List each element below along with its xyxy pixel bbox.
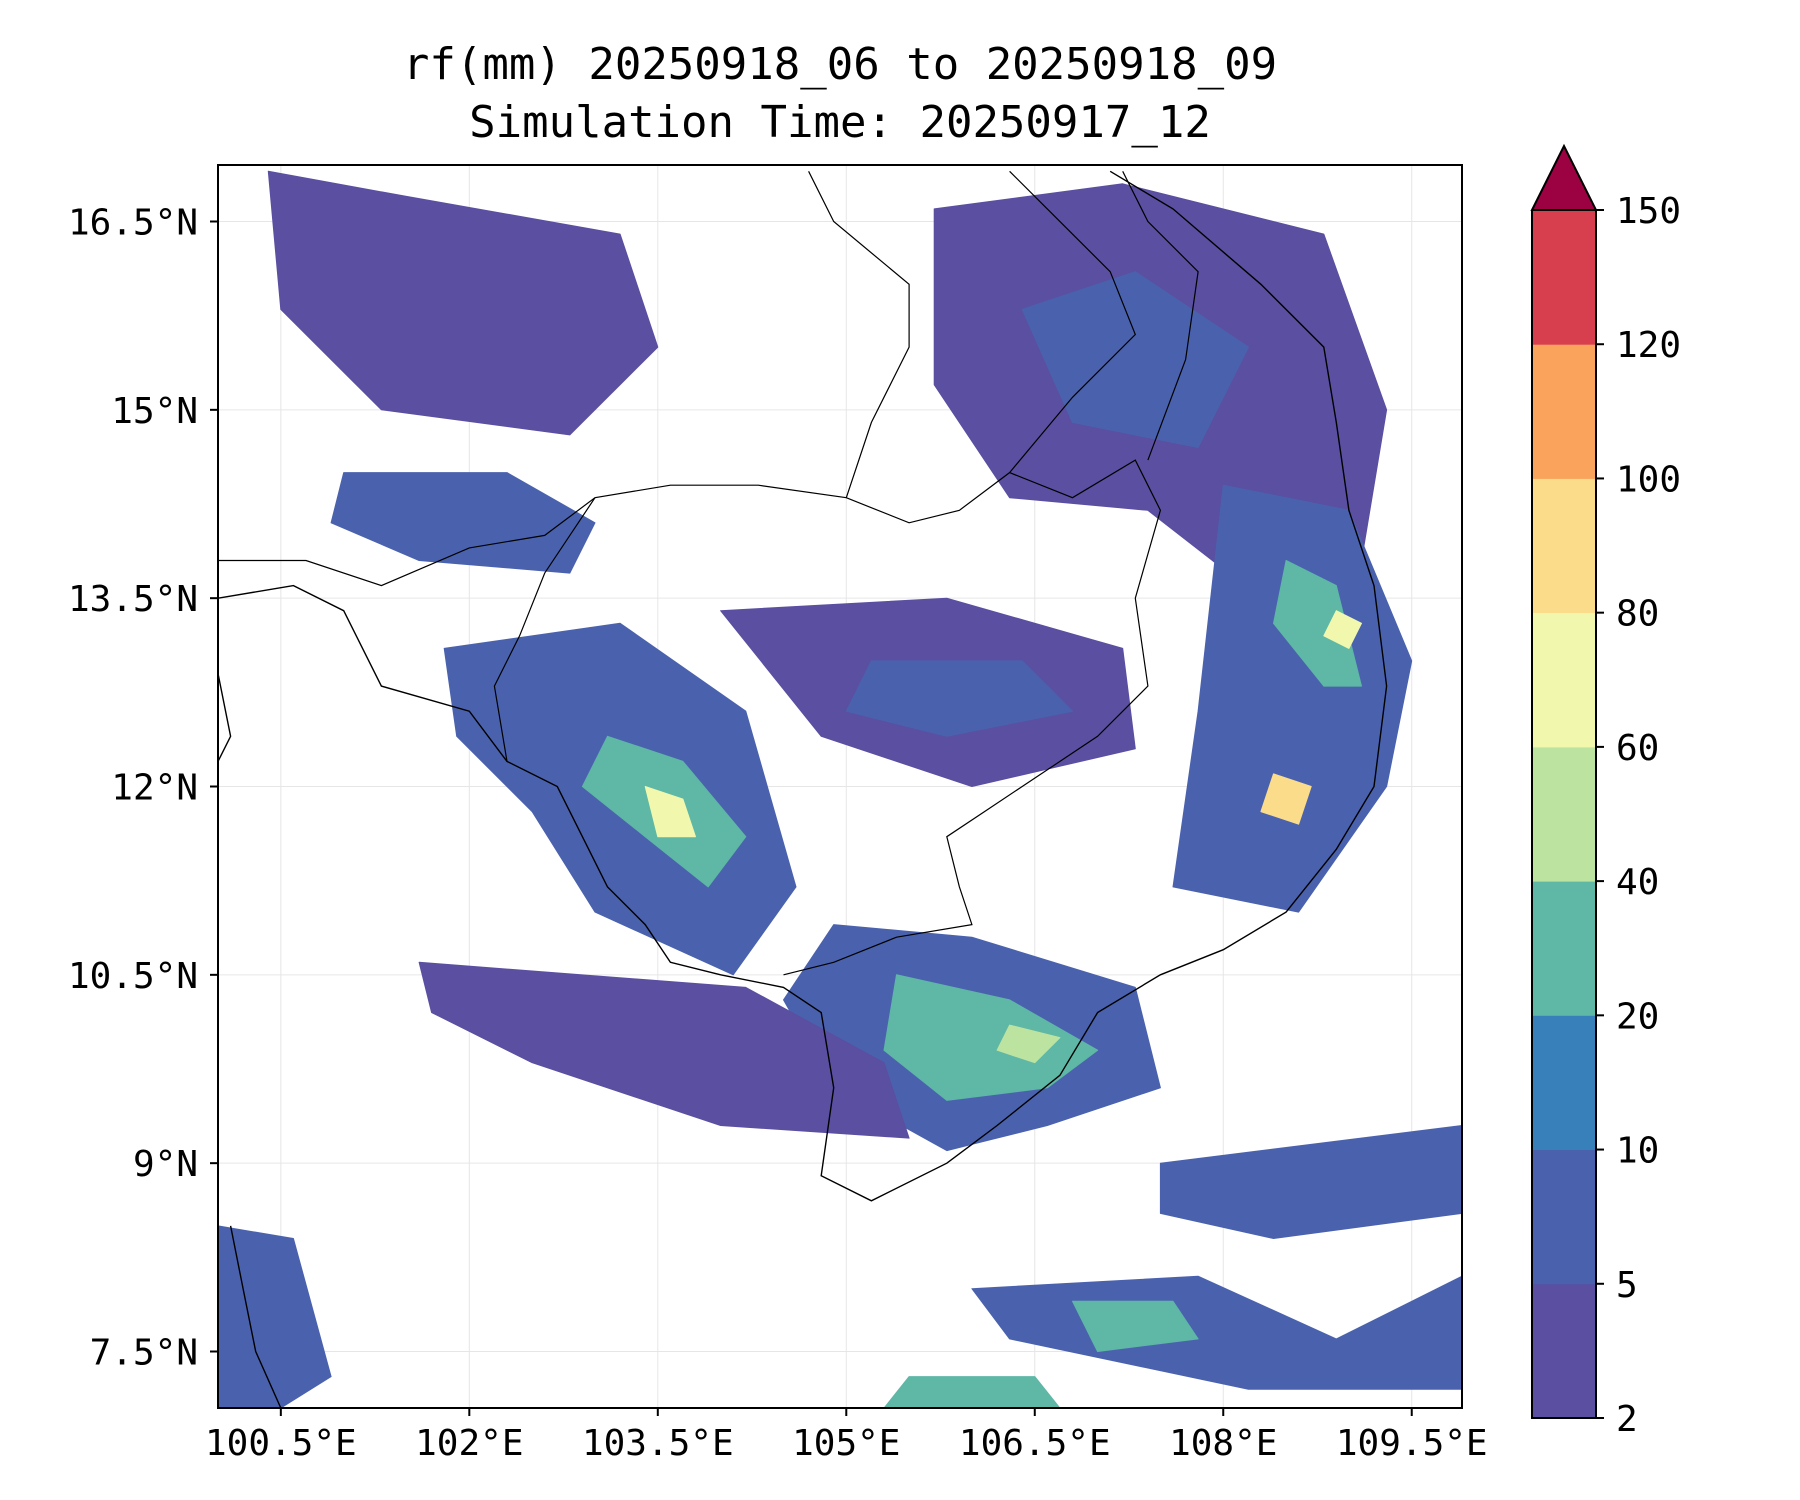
y-tick-label: 9°N <box>133 1144 198 1185</box>
x-tick-label: 100.5°E <box>205 1423 357 1464</box>
y-tick-label: 10.5°N <box>68 956 198 997</box>
rain-region-coast-central-core <box>1273 560 1362 687</box>
colorbar-segment <box>1532 344 1596 479</box>
rain-region-mekong-delta-peak <box>996 1024 1061 1064</box>
rainfall-contours <box>218 170 1462 1408</box>
map-title: rf(mm) 20250918_06 to 20250918_09 <box>402 39 1278 90</box>
colorbar-segment <box>1532 210 1596 345</box>
colorbar-segment <box>1532 612 1596 748</box>
colorbar-tick-label: 2 <box>1616 1399 1638 1440</box>
x-tick-label: 102°E <box>415 1423 523 1464</box>
country-border <box>808 171 910 498</box>
x-tick-label: 108°E <box>1169 1423 1277 1464</box>
colorbar-segment <box>1532 478 1596 614</box>
map-subtitle: Simulation Time: 20250917_12 <box>469 97 1211 148</box>
rain-region-far-south-west <box>218 1225 332 1408</box>
rain-region-gulf-streaks <box>418 961 910 1139</box>
colorbar-segment <box>1532 746 1596 882</box>
rain-region-tonle-sap-northwest <box>330 472 596 574</box>
y-tick-label: 15°N <box>111 391 198 432</box>
rain-region-cardamom-peak <box>644 786 696 838</box>
x-tick-label: 105°E <box>792 1423 900 1464</box>
y-tick-label: 12°N <box>111 768 198 809</box>
coastline <box>218 673 232 762</box>
colorbar-segment <box>1532 1149 1596 1285</box>
rain-region-mekong-delta-core <box>883 974 1099 1101</box>
colorbar-tick-label: 100 <box>1616 459 1681 500</box>
rain-region-coast-peak-a <box>1260 773 1312 825</box>
rain-region-coast-central <box>1172 484 1413 913</box>
x-tick-label: 106.5°E <box>959 1423 1111 1464</box>
country-border <box>493 497 596 762</box>
colorbar: 2 5 10 20 40 60 80 100 120 150 <box>1530 143 1681 1440</box>
rain-region-north-west-mountains <box>267 170 659 436</box>
colorbar-tick-label: 80 <box>1616 594 1659 635</box>
colorbar-extend-triangle <box>1530 143 1598 211</box>
rain-region-coast-peak-b <box>1323 610 1362 649</box>
rain-region-south-sea-core <box>1072 1300 1199 1352</box>
colorbar-tick-label: 120 <box>1616 325 1681 366</box>
y-tick-label: 7.5°N <box>90 1333 198 1374</box>
coastline <box>229 1225 282 1408</box>
colorbar-tick-label: 20 <box>1616 996 1659 1037</box>
latitude-axis: 7.5°N 9°N 10.5°N 12°N 13.5°N 15°N 16.5°N <box>68 203 218 1374</box>
colorbar-segment <box>1532 1283 1596 1419</box>
x-tick-label: 103.5°E <box>582 1423 734 1464</box>
coastlines-and-borders <box>218 170 1388 1408</box>
x-tick-label: 109.5°E <box>1336 1423 1488 1464</box>
longitude-axis: 100.5°E 102°E 103.5°E 105°E 106.5°E 108°E 109.… <box>205 1408 1488 1464</box>
colorbar-frame <box>1531 210 1597 1419</box>
colorbar-tick-label: 150 <box>1616 191 1681 232</box>
country-border <box>1122 171 1199 461</box>
coastline <box>218 170 1388 1202</box>
colorbar-tick-label: 60 <box>1616 728 1659 769</box>
country-border <box>218 459 1162 976</box>
y-tick-label: 16.5°N <box>68 203 198 244</box>
rain-region-southeast-sea-band <box>1159 1125 1462 1239</box>
colorbar-segment <box>1532 1015 1596 1150</box>
colorbar-tick-label: 5 <box>1616 1265 1638 1306</box>
colorbar-tick-label: 40 <box>1616 862 1659 903</box>
country-border <box>1009 170 1137 473</box>
colorbar-tick-label: 10 <box>1616 1131 1659 1172</box>
rain-region-bottom-edge-core <box>883 1376 1061 1408</box>
colorbar-segment <box>1532 881 1596 1016</box>
y-tick-label: 13.5°N <box>68 579 198 620</box>
rain-region-central-highlands-core <box>845 660 1073 737</box>
